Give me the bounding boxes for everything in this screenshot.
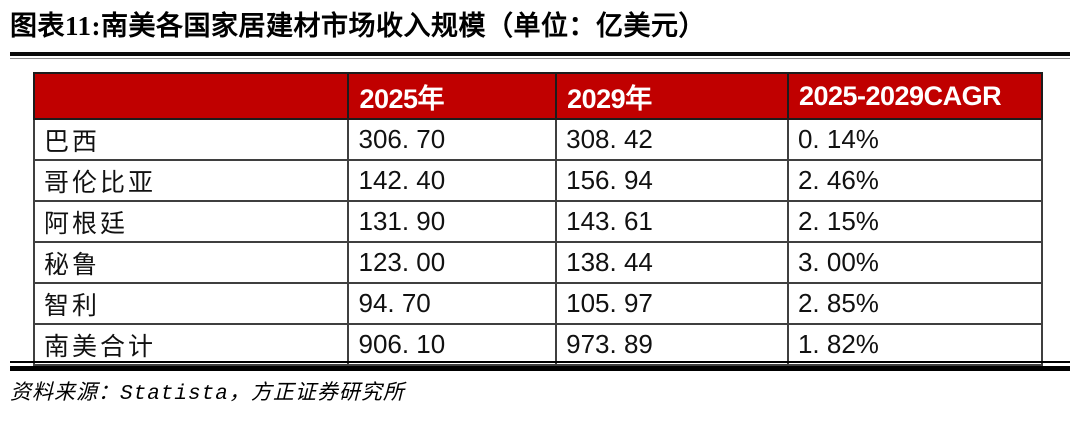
cell-2029: 973. 89 (555, 323, 789, 366)
data-source: 资料来源：Statista，方正证券研究所 (10, 383, 405, 406)
footer-rule-thick (10, 366, 1070, 371)
cell-cagr: 0. 14% (786, 118, 1044, 161)
cell-cagr: 2. 15% (786, 200, 1044, 243)
cell-2025: 94. 70 (347, 282, 558, 325)
col-header-cagr: 2025-2029CAGR (786, 72, 1044, 120)
title-rule-thick (10, 52, 1070, 56)
market-revenue-table: 2025年 2029年 2025-2029CAGR 巴西 306. 70 308… (32, 72, 1044, 366)
cell-country: 南美合计 (32, 323, 350, 366)
cell-country: 巴西 (32, 118, 350, 161)
cell-country: 阿根廷 (32, 200, 350, 243)
col-header-country (32, 72, 350, 120)
cell-2029: 143. 61 (555, 200, 789, 243)
col-header-2025: 2025年 (347, 72, 558, 120)
cell-country: 智利 (32, 282, 350, 325)
cell-2025: 906. 10 (347, 323, 558, 366)
title-rule-thin (10, 58, 1070, 59)
cell-2029: 156. 94 (555, 159, 789, 202)
cell-cagr: 2. 46% (786, 159, 1044, 202)
cell-2025: 142. 40 (347, 159, 558, 202)
col-header-2029: 2029年 (555, 72, 789, 120)
table-row: 智利 94. 70 105. 97 2. 85% (32, 282, 1044, 325)
cell-2025: 131. 90 (347, 200, 558, 243)
cell-2025: 123. 00 (347, 241, 558, 284)
table-row: 阿根廷 131. 90 143. 61 2. 15% (32, 200, 1044, 243)
cell-cagr: 3. 00% (786, 241, 1044, 284)
cell-2029: 138. 44 (555, 241, 789, 284)
figure-title: 图表11:南美各国家居建材市场收入规模（单位：亿美元） (10, 11, 707, 41)
cell-country: 哥伦比亚 (32, 159, 350, 202)
table-row: 巴西 306. 70 308. 42 0. 14% (32, 118, 1044, 161)
table-row-total: 南美合计 906. 10 973. 89 1. 82% (32, 323, 1044, 366)
table-row: 秘鲁 123. 00 138. 44 3. 00% (32, 241, 1044, 284)
cell-2025: 306. 70 (347, 118, 558, 161)
footer-rule-thin (10, 361, 1070, 363)
table-header-row: 2025年 2029年 2025-2029CAGR (32, 72, 1044, 120)
table-row: 哥伦比亚 142. 40 156. 94 2. 46% (32, 159, 1044, 202)
cell-2029: 308. 42 (555, 118, 789, 161)
cell-country: 秘鲁 (32, 241, 350, 284)
cell-cagr: 1. 82% (786, 323, 1044, 366)
cell-2029: 105. 97 (555, 282, 789, 325)
cell-cagr: 2. 85% (786, 282, 1044, 325)
